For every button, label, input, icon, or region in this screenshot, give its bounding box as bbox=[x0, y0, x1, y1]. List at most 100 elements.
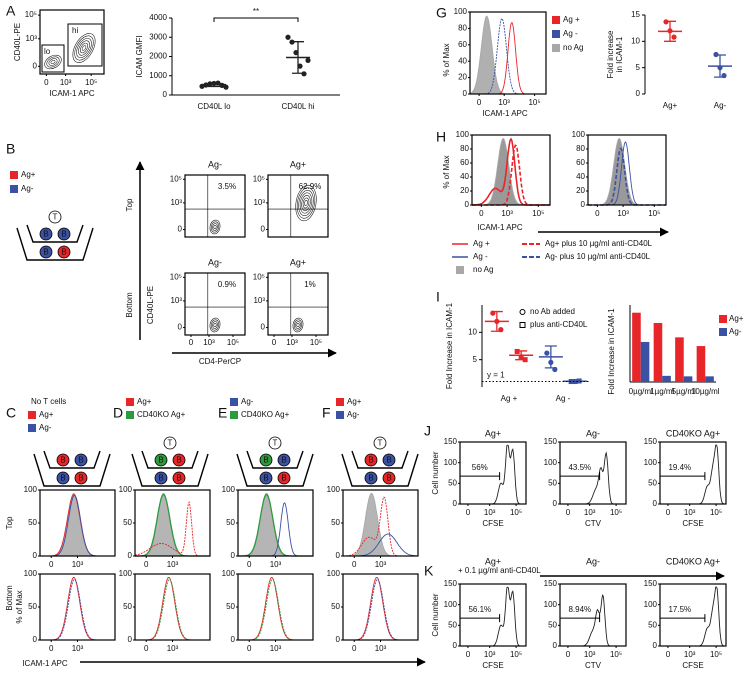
histogram-curve bbox=[238, 578, 313, 641]
legend-label: Ag+ bbox=[137, 397, 152, 406]
plot-title: Ag- bbox=[208, 257, 222, 267]
y-tick-label: 100 bbox=[644, 600, 658, 609]
plot-frame bbox=[659, 441, 727, 505]
x-tick-label: 0 bbox=[566, 508, 571, 517]
cell-label: B bbox=[60, 474, 65, 483]
percent-label: 56% bbox=[472, 463, 488, 472]
y-tick-label: 80 bbox=[576, 144, 585, 153]
x-tick-label: 10³ bbox=[167, 560, 179, 569]
y-tick-label: 50 bbox=[648, 620, 657, 629]
x-axis-label: CD4-PerCP bbox=[199, 357, 241, 366]
plot-frame bbox=[471, 134, 551, 206]
cell bbox=[57, 245, 71, 259]
legend-swatch bbox=[336, 411, 344, 419]
histogram-curve bbox=[660, 444, 726, 505]
cell-label: B bbox=[263, 474, 268, 483]
y-tick-label: 0 bbox=[553, 499, 558, 508]
y-tick-label: 60 bbox=[576, 158, 585, 167]
y-tick-label: 3000 bbox=[149, 32, 167, 41]
row-label: Bottom bbox=[125, 292, 134, 318]
legend-label: Ag- bbox=[241, 397, 254, 406]
plot-title: Ag+ bbox=[290, 257, 306, 267]
x-tick-label: 0 bbox=[247, 644, 252, 653]
cell-label: B bbox=[281, 474, 286, 483]
y-axis-label: Fold increase bbox=[606, 30, 615, 79]
contour bbox=[296, 322, 300, 328]
x-tick-label: 10³ bbox=[484, 650, 496, 659]
y-tick-label: 0 bbox=[128, 551, 133, 560]
x-axis-label: CFSE bbox=[482, 519, 503, 528]
y-axis-label: % of Max bbox=[442, 43, 451, 76]
y-tick-label: 100 bbox=[327, 485, 341, 494]
y-tick-label: 0 bbox=[453, 499, 458, 508]
legend-swatch bbox=[552, 44, 560, 52]
y-tick-label: 60 bbox=[460, 158, 469, 167]
contour bbox=[212, 321, 218, 329]
y-tick-label: 100 bbox=[454, 7, 468, 16]
x-tick-label: 0 bbox=[144, 644, 149, 653]
insert-outline bbox=[43, 450, 101, 469]
histogram-curve bbox=[660, 586, 726, 647]
y-axis-label: % of Max bbox=[15, 590, 24, 623]
error-bar bbox=[208, 82, 220, 88]
histogram-curve bbox=[135, 577, 210, 641]
cell bbox=[74, 471, 88, 485]
bar bbox=[705, 376, 714, 382]
histogram-curve bbox=[238, 577, 313, 641]
data-point bbox=[671, 34, 677, 40]
plot-title: Ag+ bbox=[290, 159, 306, 169]
cell bbox=[373, 436, 387, 450]
x-tick-label: 10³ bbox=[617, 209, 629, 218]
legend-swatch bbox=[336, 398, 344, 406]
percent-label: 0.9% bbox=[218, 280, 236, 289]
x-tick-label: 10⁵ bbox=[510, 508, 522, 517]
histogram-curve bbox=[343, 492, 418, 557]
panel-letter: F bbox=[322, 405, 331, 421]
y-tick-label: 60 bbox=[458, 40, 467, 49]
x-tick-label: 0 bbox=[247, 560, 252, 569]
x-tick-label: Ag + bbox=[501, 394, 518, 403]
y-tick-label: 80 bbox=[460, 144, 469, 153]
y-axis-label: Fold Increase in ICAM-1 bbox=[445, 302, 454, 389]
y-axis-label: CD40L-PE bbox=[13, 23, 22, 61]
plot-title: Ag+ bbox=[485, 556, 501, 566]
x-tick-label: Ag- bbox=[714, 101, 727, 110]
y-tick-label: 0 bbox=[636, 89, 641, 98]
contour bbox=[79, 42, 89, 54]
x-tick-label: Ag+ bbox=[663, 101, 678, 110]
y-tick-label: 50 bbox=[548, 620, 557, 629]
cell-label: B bbox=[158, 474, 163, 483]
panel-letter: D bbox=[113, 405, 123, 421]
y-tick-label: 100 bbox=[119, 569, 133, 578]
histogram-curve bbox=[135, 578, 210, 641]
x-tick-label: 1µg/ml bbox=[650, 387, 674, 396]
cell-label: B bbox=[61, 230, 66, 239]
y-tick-label: 40 bbox=[458, 56, 467, 65]
bar bbox=[696, 346, 706, 382]
y-tick-label: 10 bbox=[468, 327, 477, 336]
plot-frame bbox=[659, 583, 727, 647]
x-tick-label: 0 bbox=[49, 644, 54, 653]
cell bbox=[259, 471, 273, 485]
gate-marker bbox=[660, 472, 706, 481]
cell bbox=[172, 453, 186, 467]
cell bbox=[56, 453, 70, 467]
x-tick-label: 10³ bbox=[684, 508, 696, 517]
error-bar bbox=[490, 310, 503, 332]
percent-label: 62.9% bbox=[299, 182, 322, 191]
y-tick-label: 150 bbox=[444, 437, 458, 446]
histogram-curve bbox=[560, 594, 626, 647]
y-tick-label: 100 bbox=[572, 130, 586, 139]
y-tick-label: 10³ bbox=[253, 296, 265, 305]
y-tick-label: 15 bbox=[631, 10, 640, 19]
y-axis-label: in ICAM-1 bbox=[615, 36, 624, 72]
x-tick-label: 10³ bbox=[72, 560, 84, 569]
contour bbox=[209, 219, 221, 235]
contour bbox=[299, 192, 313, 214]
y-tick-label: 0 bbox=[336, 551, 341, 560]
y-tick-label: 4000 bbox=[149, 13, 167, 22]
contour bbox=[304, 200, 308, 206]
y-tick-label: 50 bbox=[226, 518, 235, 527]
well-outline bbox=[16, 227, 94, 261]
